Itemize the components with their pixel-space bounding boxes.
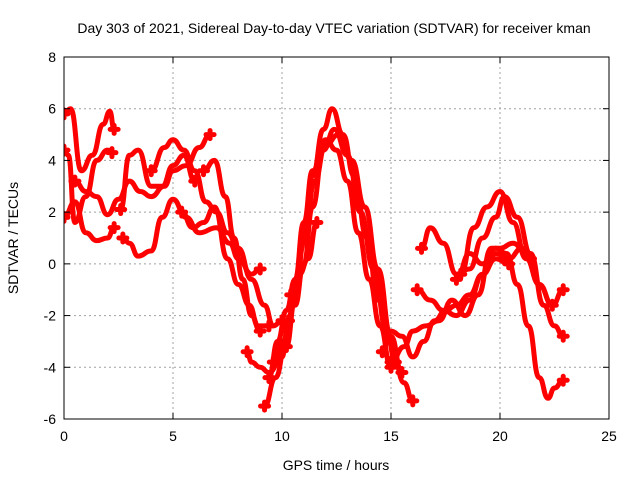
x-tick-label: 5	[169, 428, 177, 444]
series-marker	[116, 231, 130, 245]
ticks: 0 5 10 15 20 25 -6 -4 -2 0 2 4 6 8	[44, 49, 617, 444]
series-marker	[107, 221, 121, 235]
y-tick-label: -4	[44, 359, 57, 375]
y-tick-label: 6	[48, 101, 56, 117]
series-marker	[310, 215, 324, 229]
series-marker	[253, 324, 267, 338]
x-tick-label: 15	[383, 428, 399, 444]
series-marker	[64, 143, 71, 157]
series-marker	[197, 164, 211, 178]
series-marker	[556, 329, 570, 343]
series-marker	[556, 283, 570, 297]
series-sat-m	[266, 137, 394, 381]
series-marker	[262, 319, 276, 333]
y-tick-label: -6	[44, 411, 57, 427]
y-tick-label: 0	[48, 256, 56, 272]
series-marker	[68, 174, 82, 188]
series-sat-e	[118, 147, 198, 213]
series-marker	[203, 128, 217, 142]
series-marker	[262, 371, 276, 385]
series-sat-r	[419, 194, 566, 339]
series-marker	[258, 399, 272, 413]
x-axis-label: GPS time / hours	[283, 457, 390, 473]
plot-frame	[63, 56, 610, 420]
series-marker	[114, 203, 128, 217]
series-group	[64, 106, 570, 413]
series-sat-o	[288, 220, 320, 298]
series-sat-i	[201, 157, 263, 334]
series-marker	[384, 355, 398, 369]
series-sat-c	[64, 199, 117, 244]
series-marker	[375, 345, 389, 359]
x-tick-label: 0	[60, 428, 68, 444]
series-sat-n	[283, 132, 405, 375]
series-marker	[410, 283, 424, 297]
series-marker	[502, 257, 516, 271]
x-tick-label: 20	[492, 428, 508, 444]
series-marker	[415, 241, 429, 255]
series-marker	[175, 205, 189, 219]
series-marker	[454, 267, 468, 281]
series-sat-b	[64, 147, 115, 225]
series-marker	[395, 365, 409, 379]
series-marker	[64, 107, 71, 121]
series-marker	[64, 210, 71, 224]
series-marker	[284, 288, 298, 302]
series-marker	[107, 122, 121, 136]
series-marker	[253, 262, 267, 276]
series-sat-a	[64, 106, 117, 174]
chart-title: Day 303 of 2021, Sidereal Day-to-day VTE…	[77, 20, 590, 36]
series-marker	[545, 298, 559, 312]
y-axis-label: SDTVAR / TECUs	[5, 182, 21, 294]
x-tick-label: 10	[274, 428, 290, 444]
x-tick-label: 25	[601, 428, 617, 444]
y-tick-label: 2	[48, 204, 56, 220]
series-marker	[279, 340, 293, 354]
series-marker	[144, 164, 158, 178]
y-tick-label: 4	[48, 152, 56, 168]
series-sat-t	[458, 189, 555, 308]
series-marker	[406, 394, 420, 408]
series-marker	[105, 146, 119, 160]
y-tick-label: -2	[44, 308, 57, 324]
y-tick-label: 8	[48, 49, 56, 65]
series-sat-d	[72, 132, 213, 218]
series-sat-u	[414, 256, 512, 319]
series-sat-s	[453, 245, 566, 401]
series-marker	[556, 373, 570, 387]
series-marker	[240, 345, 254, 359]
